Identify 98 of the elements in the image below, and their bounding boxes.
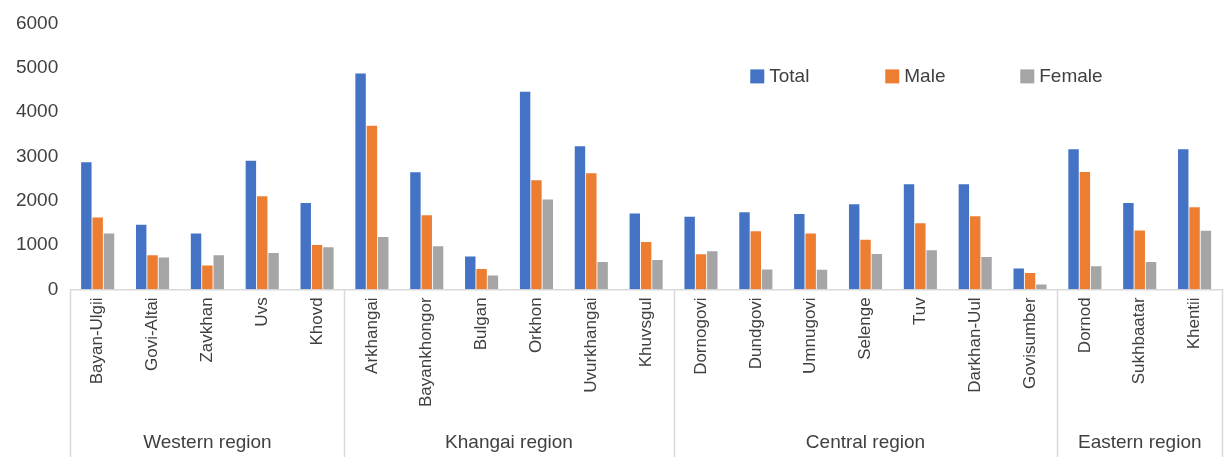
bar [103, 233, 115, 290]
bar [378, 237, 389, 290]
bar [574, 146, 586, 290]
bar [652, 260, 663, 290]
bar [915, 223, 926, 290]
x-tick-label: Sukhbaatar [1129, 297, 1149, 385]
y-tick-label: 1000 [15, 233, 59, 255]
bar [926, 250, 937, 290]
bar [92, 217, 103, 290]
text: Eastern region [1077, 431, 1202, 453]
y-tick-label: 5000 [15, 55, 59, 77]
bar [739, 212, 750, 290]
bar [597, 261, 608, 290]
bar [1079, 171, 1091, 290]
bar [311, 245, 323, 290]
bar [1123, 202, 1134, 290]
x-tick-label: Umnugovi [800, 297, 820, 374]
bar [213, 255, 224, 290]
bar [684, 216, 695, 290]
bar [1178, 149, 1189, 290]
bar [432, 246, 444, 290]
x-tick-label: Govisumber [1019, 297, 1039, 389]
bar [629, 213, 641, 290]
bar [1024, 272, 1036, 290]
bar [158, 257, 170, 290]
bar [805, 233, 816, 290]
bar [1189, 207, 1200, 290]
bar [860, 239, 871, 290]
bar [519, 91, 531, 290]
legend-label: Total [769, 64, 810, 86]
bar [135, 224, 147, 290]
x-tick-label: Arkhangai [361, 297, 381, 374]
bar [1068, 149, 1079, 290]
bar [816, 269, 828, 290]
bar [707, 251, 718, 290]
bar [355, 73, 366, 290]
bar [245, 160, 257, 290]
x-tick-label: Darkhan-Uul [964, 297, 984, 393]
x-tick-label: Dornogovi [690, 297, 710, 375]
x-tick-label: Bulgan [471, 297, 491, 351]
bar [1013, 268, 1024, 290]
bar [1145, 261, 1157, 290]
text: Khangai region [445, 431, 573, 453]
bar [410, 172, 421, 290]
x-tick-label: Khovd [306, 297, 326, 346]
bar [640, 241, 652, 290]
bar [969, 216, 981, 290]
x-tick-label: Khentii [1184, 297, 1204, 350]
bar [1091, 266, 1102, 290]
text: Central region [805, 431, 926, 453]
bar [750, 231, 762, 290]
bar [695, 254, 707, 290]
bar [542, 199, 553, 290]
bar [323, 247, 334, 290]
x-tick-label: Tuv [910, 296, 930, 326]
bar [848, 204, 860, 290]
bar [871, 253, 883, 290]
x-tick-label: Khuvsgul [635, 297, 655, 368]
bar [300, 202, 311, 290]
x-tick-label: Uvs [251, 297, 271, 327]
bar [487, 275, 499, 290]
y-tick-label: 0 [47, 277, 59, 299]
bar [794, 214, 805, 290]
bar [202, 265, 213, 290]
bar [958, 184, 970, 290]
x-tick-label: Uvurkhangai [580, 297, 600, 393]
bar [257, 196, 268, 290]
x-tick-label: Dundgovi [745, 297, 765, 370]
x-tick-label: Bayankhongor [416, 297, 436, 407]
y-tick-label: 6000 [15, 11, 59, 33]
bar [190, 233, 202, 290]
bar [421, 215, 432, 290]
bar [366, 125, 378, 290]
x-tick-label: Govi-Altai [142, 297, 162, 372]
legend-label: Male [904, 64, 946, 86]
y-tick-label: 2000 [15, 188, 59, 210]
bar [147, 255, 158, 290]
x-tick-label: Dornod [1074, 297, 1094, 354]
bar [1036, 284, 1047, 290]
x-tick-label: Orkhon [526, 297, 546, 354]
bar [476, 268, 487, 290]
bar [586, 173, 597, 290]
y-tick-label: 4000 [15, 100, 59, 122]
bar [903, 184, 915, 290]
bar [465, 256, 476, 290]
x-tick-label: Zavkhan [197, 297, 217, 363]
x-tick-label: Bayan-Ulgii [87, 297, 107, 385]
bar [81, 162, 92, 290]
bar [1200, 230, 1212, 290]
bar [761, 269, 773, 290]
legend-label: Female [1039, 64, 1103, 86]
bar [531, 180, 542, 290]
bar [268, 253, 279, 290]
bar [981, 257, 992, 290]
x-tick-label: Selenge [855, 297, 875, 360]
text: Western region [143, 431, 272, 453]
bar [1134, 230, 1145, 290]
y-tick-label: 3000 [15, 144, 59, 166]
